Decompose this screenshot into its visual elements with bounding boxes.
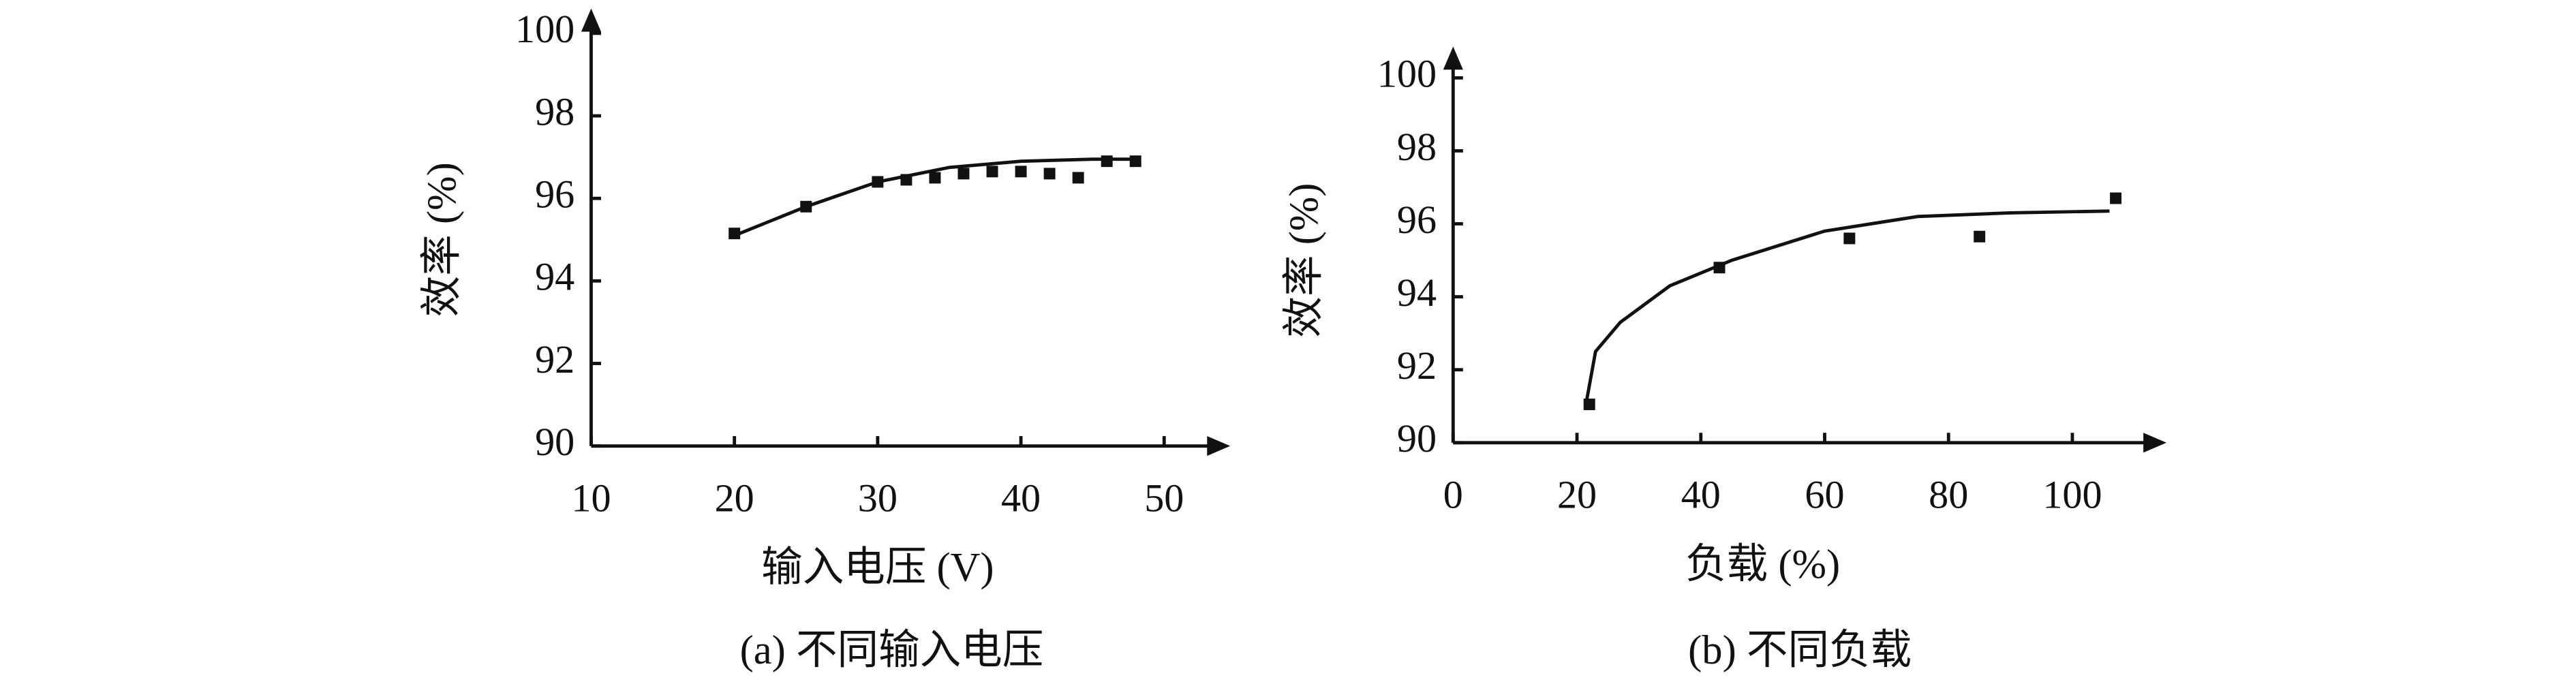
- data-point: [2110, 192, 2122, 204]
- x-arrow: [1207, 436, 1231, 456]
- data-point: [986, 166, 998, 178]
- caption: (a) 不同输入电压: [740, 627, 1044, 673]
- data-point: [1843, 232, 1856, 245]
- x-tick-label: 0: [1443, 473, 1463, 517]
- data-point: [900, 174, 913, 186]
- y-tick-label: 96: [1397, 198, 1437, 242]
- y-tick-label: 90: [535, 420, 574, 464]
- x-tick-label: 60: [1805, 473, 1844, 517]
- y-tick-label: 90: [1397, 416, 1437, 461]
- x-axis-label: 输入电压 (V): [761, 545, 994, 591]
- data-point: [1015, 166, 1027, 178]
- data-point: [957, 168, 970, 180]
- x-tick-label: 40: [1001, 476, 1041, 520]
- y-tick-label: 100: [1377, 52, 1437, 96]
- data-point: [1713, 262, 1726, 274]
- y-axis-label: 效率 (%): [419, 162, 465, 317]
- data-point: [872, 176, 884, 188]
- y-arrow: [581, 8, 601, 32]
- x-tick-label: 80: [1929, 473, 1968, 517]
- y-tick-label: 94: [535, 255, 574, 299]
- data-point: [1043, 168, 1056, 180]
- x-tick-label: 30: [858, 476, 898, 520]
- data-point: [1101, 155, 1113, 168]
- y-tick-label: 92: [535, 337, 574, 382]
- data-point: [929, 172, 941, 184]
- y-tick-label: 94: [1397, 270, 1437, 315]
- fit-curve: [733, 157, 1136, 237]
- x-tick-label: 20: [715, 476, 754, 520]
- x-axis-label: 负载 (%): [1685, 542, 1840, 587]
- y-axis-label: 效率 (%): [1281, 183, 1327, 338]
- y-tick-label: 98: [1397, 125, 1437, 169]
- x-tick-label: 50: [1144, 476, 1184, 520]
- caption: (b) 不同负载: [1688, 627, 1912, 673]
- x-tick-label: 40: [1681, 473, 1721, 517]
- fit-curve: [1584, 209, 2110, 403]
- y-tick-label: 96: [535, 172, 574, 217]
- y-tick-label: 98: [535, 89, 574, 134]
- y-tick-label: 100: [515, 7, 574, 51]
- data-point: [800, 200, 812, 213]
- x-tick-label: 10: [571, 476, 611, 520]
- data-point: [1583, 399, 1595, 411]
- data-point: [1974, 230, 1986, 243]
- data-point: [1072, 172, 1084, 184]
- data-point: [729, 228, 741, 240]
- y-arrow: [1443, 46, 1463, 70]
- x-tick-label: 100: [2042, 473, 2102, 517]
- x-tick-label: 20: [1557, 473, 1597, 517]
- data-point: [1129, 155, 1141, 168]
- x-arrow: [2143, 433, 2167, 453]
- y-tick-label: 92: [1397, 343, 1437, 388]
